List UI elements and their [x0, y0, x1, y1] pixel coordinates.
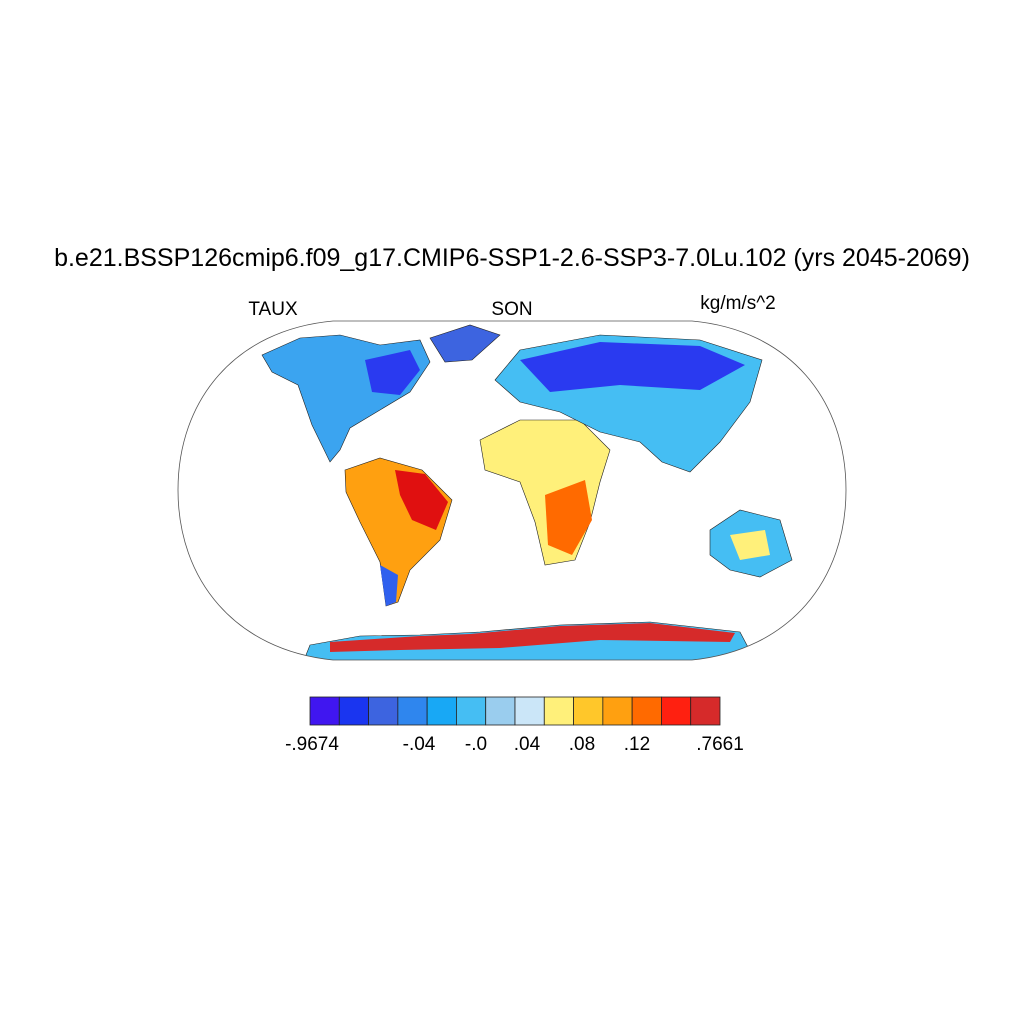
colorbar-box	[631, 696, 662, 726]
africa	[479, 419, 611, 566]
colorbar-box	[690, 696, 721, 726]
center-label: SON	[491, 299, 532, 320]
colorbar-label: .04	[514, 734, 541, 755]
colorbar-box	[661, 696, 692, 726]
eurasia-core	[520, 342, 745, 392]
antarctica-hot	[330, 623, 735, 652]
colorbar-box	[338, 696, 369, 726]
colorbar-box	[602, 696, 633, 726]
colorbar-box	[543, 696, 574, 726]
colorbar-box	[368, 696, 399, 726]
colorbar-label: -.9674	[285, 734, 339, 755]
colorbar-label: -.04	[403, 734, 436, 755]
map-layer	[261, 324, 793, 660]
left-label: TAUX	[248, 299, 298, 320]
north-america-core	[365, 350, 420, 395]
colorbar-box	[514, 696, 545, 726]
title: b.e21.BSSP126cmip6.f09_g17.CMIP6-SSP1-2.…	[54, 244, 970, 272]
colorbar-box	[573, 696, 604, 726]
colorbar-box	[485, 696, 516, 726]
map-outline	[177, 320, 847, 661]
colorbar-box	[397, 696, 428, 726]
south-america-tip	[380, 565, 398, 606]
colorbar: -.9674 -.04 -.0 .04 .08 .12 .7661	[285, 696, 744, 755]
africa-hot	[545, 480, 592, 555]
colorbar-label: .08	[569, 734, 595, 755]
colorbar-box	[456, 696, 487, 726]
units-label: kg/m/s^2	[700, 293, 775, 314]
south-america-hot	[395, 470, 448, 530]
greenland	[429, 324, 501, 363]
colorbar-label: -.0	[465, 734, 487, 755]
colorbar-label: .12	[624, 734, 650, 755]
australia-center	[730, 530, 770, 560]
colorbar-box	[426, 696, 457, 726]
colorbar-label: .7661	[696, 734, 744, 755]
colorbar-box	[309, 696, 340, 726]
